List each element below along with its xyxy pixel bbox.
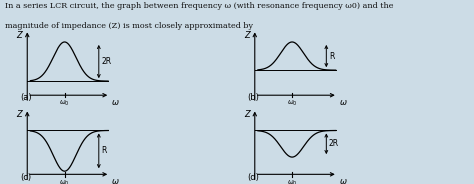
Text: R: R (101, 146, 107, 155)
Text: $\omega_0$: $\omega_0$ (287, 99, 298, 109)
Text: In a series LCR circuit, the graph between frequency ω (with resonance frequency: In a series LCR circuit, the graph betwe… (5, 2, 393, 10)
Text: $\omega_0$: $\omega_0$ (287, 178, 298, 184)
Text: $\omega$: $\omega$ (111, 177, 120, 184)
Text: R: R (329, 52, 334, 61)
Text: $\omega$: $\omega$ (339, 98, 347, 107)
Text: 2R: 2R (329, 139, 339, 148)
Text: Z: Z (16, 110, 22, 119)
Text: $\omega$: $\omega$ (339, 177, 347, 184)
Text: magnitude of impedance (Z) is most closely approximated by: magnitude of impedance (Z) is most close… (5, 22, 253, 30)
Text: (d): (d) (247, 173, 259, 182)
Text: $\omega_0$: $\omega_0$ (59, 99, 70, 109)
Text: $\omega$: $\omega$ (111, 98, 120, 107)
Text: Z: Z (244, 110, 250, 119)
Text: 2R: 2R (101, 57, 111, 66)
Text: Z: Z (16, 31, 22, 40)
Text: $\omega_0$: $\omega_0$ (59, 178, 70, 184)
Text: (c): (c) (20, 173, 31, 182)
Text: Z: Z (244, 31, 250, 40)
Text: (a): (a) (20, 93, 32, 102)
Text: (b): (b) (247, 93, 259, 102)
